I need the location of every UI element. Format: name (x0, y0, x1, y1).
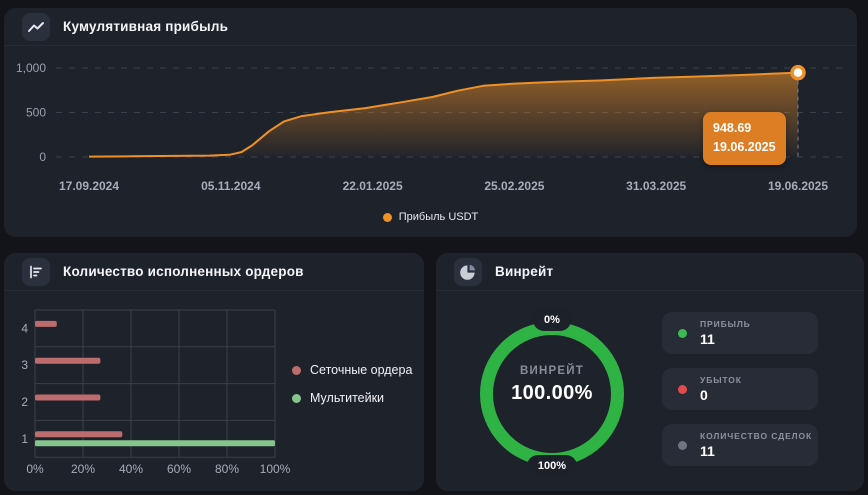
stat-card-trades: КОЛИЧЕСТВО СДЕЛОК 11 (662, 424, 818, 466)
panel-title-cumulative: Кумулятивная прибыль (63, 19, 229, 34)
stat-label-trades: КОЛИЧЕСТВО СДЕЛОК (700, 431, 813, 441)
trend-line-icon (22, 12, 50, 41)
chart-tooltip: 948.69 19.06.2025 (703, 112, 786, 165)
x-tick-label: 22.01.2025 (343, 179, 403, 193)
stat-card-loss: УБЫТОК 0 (662, 368, 818, 410)
horizontal-bars-icon (22, 257, 50, 286)
bar-grid-orders[interactable] (35, 431, 123, 438)
tooltip-date: 19.06.2025 (713, 140, 776, 155)
cumulative-profit-header: Кумулятивная прибыль (4, 8, 857, 46)
orders-legend-dot-0 (292, 365, 301, 375)
y-tick-label: 3 (21, 358, 28, 372)
x-tick-label: 19.06.2025 (768, 179, 828, 193)
stat-value-trades: 11 (700, 443, 715, 459)
x-tick-label: 60% (167, 462, 191, 476)
executed-orders-chart[interactable]: 0% 20% 40% 60% 80% 100% 4 3 2 1 (4, 298, 424, 483)
executed-orders-panel: Количество исполненных ордеров 0% 20% 40% 6… (4, 253, 424, 491)
winrate-center: ВИНРЕЙТ 100.00% (470, 365, 634, 405)
cumulative-profit-chart[interactable]: 0 500 1,000 17.09.2024 05.11.2024 22.01.2025 2… (4, 45, 857, 205)
stat-value-loss: 0 (700, 387, 708, 403)
y-tick-label: 500 (26, 106, 46, 120)
stat-dot-trades (678, 440, 687, 450)
legend-item-multitakes[interactable]: Мультитейки (292, 391, 412, 405)
x-tick-label: 17.09.2024 (59, 179, 119, 193)
profit-area-fill (89, 72, 798, 157)
y-tick-label: 1 (21, 432, 28, 446)
profit-legend[interactable]: Прибыль USDT (4, 211, 857, 223)
orders-legend-label-0: Сеточные ордера (310, 363, 413, 377)
profit-legend-dot (382, 212, 392, 222)
stat-value-profit: 11 (700, 331, 715, 347)
winrate-panel: Винрейт 0% 100% ВИНРЕЙТ 100.00% ПРИБЫЛЬ … (436, 253, 864, 491)
winrate-header: Винрейт (436, 253, 864, 291)
profit-line (88, 71, 799, 158)
x-tick-label: 80% (215, 462, 239, 476)
x-tick-label: 31.03.2025 (626, 179, 686, 193)
stat-label-profit: ПРИБЫЛЬ (700, 319, 751, 329)
stat-label-loss: УБЫТОК (700, 375, 742, 385)
bar-grid-orders[interactable] (35, 357, 101, 364)
last-point-marker (790, 64, 806, 81)
y-tick-label: 4 (21, 321, 28, 335)
panel-title-orders: Количество исполненных ордеров (63, 264, 304, 279)
bar-multitakes[interactable] (35, 440, 275, 447)
winrate-center-value: 100.00% (511, 382, 593, 404)
orders-legend: Сеточные ордера Мультитейки (292, 363, 412, 405)
winrate-scale-max-badge: 100% (526, 455, 578, 477)
x-tick-label: 20% (71, 462, 95, 476)
y-tick-label: 1,000 (16, 61, 46, 75)
cumulative-profit-panel: Кумулятивная прибыль 0 500 1,000 17.09.2024… (4, 8, 857, 237)
bar-grid-orders[interactable] (35, 320, 57, 327)
panel-title-winrate: Винрейт (495, 264, 554, 279)
legend-item-grid-orders[interactable]: Сеточные ордера (292, 363, 412, 377)
stat-card-profit: ПРИБЫЛЬ 11 (662, 312, 818, 354)
orders-legend-label-1: Мультитейки (310, 391, 385, 405)
orders-legend-dot-1 (292, 393, 301, 403)
pie-chart-icon (454, 257, 482, 286)
x-tick-label: 40% (119, 462, 143, 476)
x-tick-label: 05.11.2024 (201, 179, 261, 193)
winrate-stats: ПРИБЫЛЬ 11 УБЫТОК 0 КОЛИЧЕСТВО СДЕЛОК 11 (662, 312, 818, 466)
y-tick-label: 2 (21, 395, 28, 409)
y-tick-label: 0 (39, 150, 46, 164)
stat-dot-loss (678, 384, 687, 394)
tooltip-value: 948.69 (713, 121, 752, 135)
x-tick-label: 100% (260, 462, 291, 476)
winrate-scale-min-badge: 0% (533, 309, 571, 331)
winrate-center-label: ВИНРЕЙТ (520, 365, 584, 377)
x-tick-label: 0% (26, 462, 44, 476)
bar-grid-orders[interactable] (35, 394, 101, 401)
executed-orders-header: Количество исполненных ордеров (4, 253, 424, 291)
profit-legend-label: Прибыль USDT (398, 211, 479, 223)
stat-dot-profit (678, 328, 687, 338)
x-tick-label: 25.02.2025 (484, 179, 544, 193)
